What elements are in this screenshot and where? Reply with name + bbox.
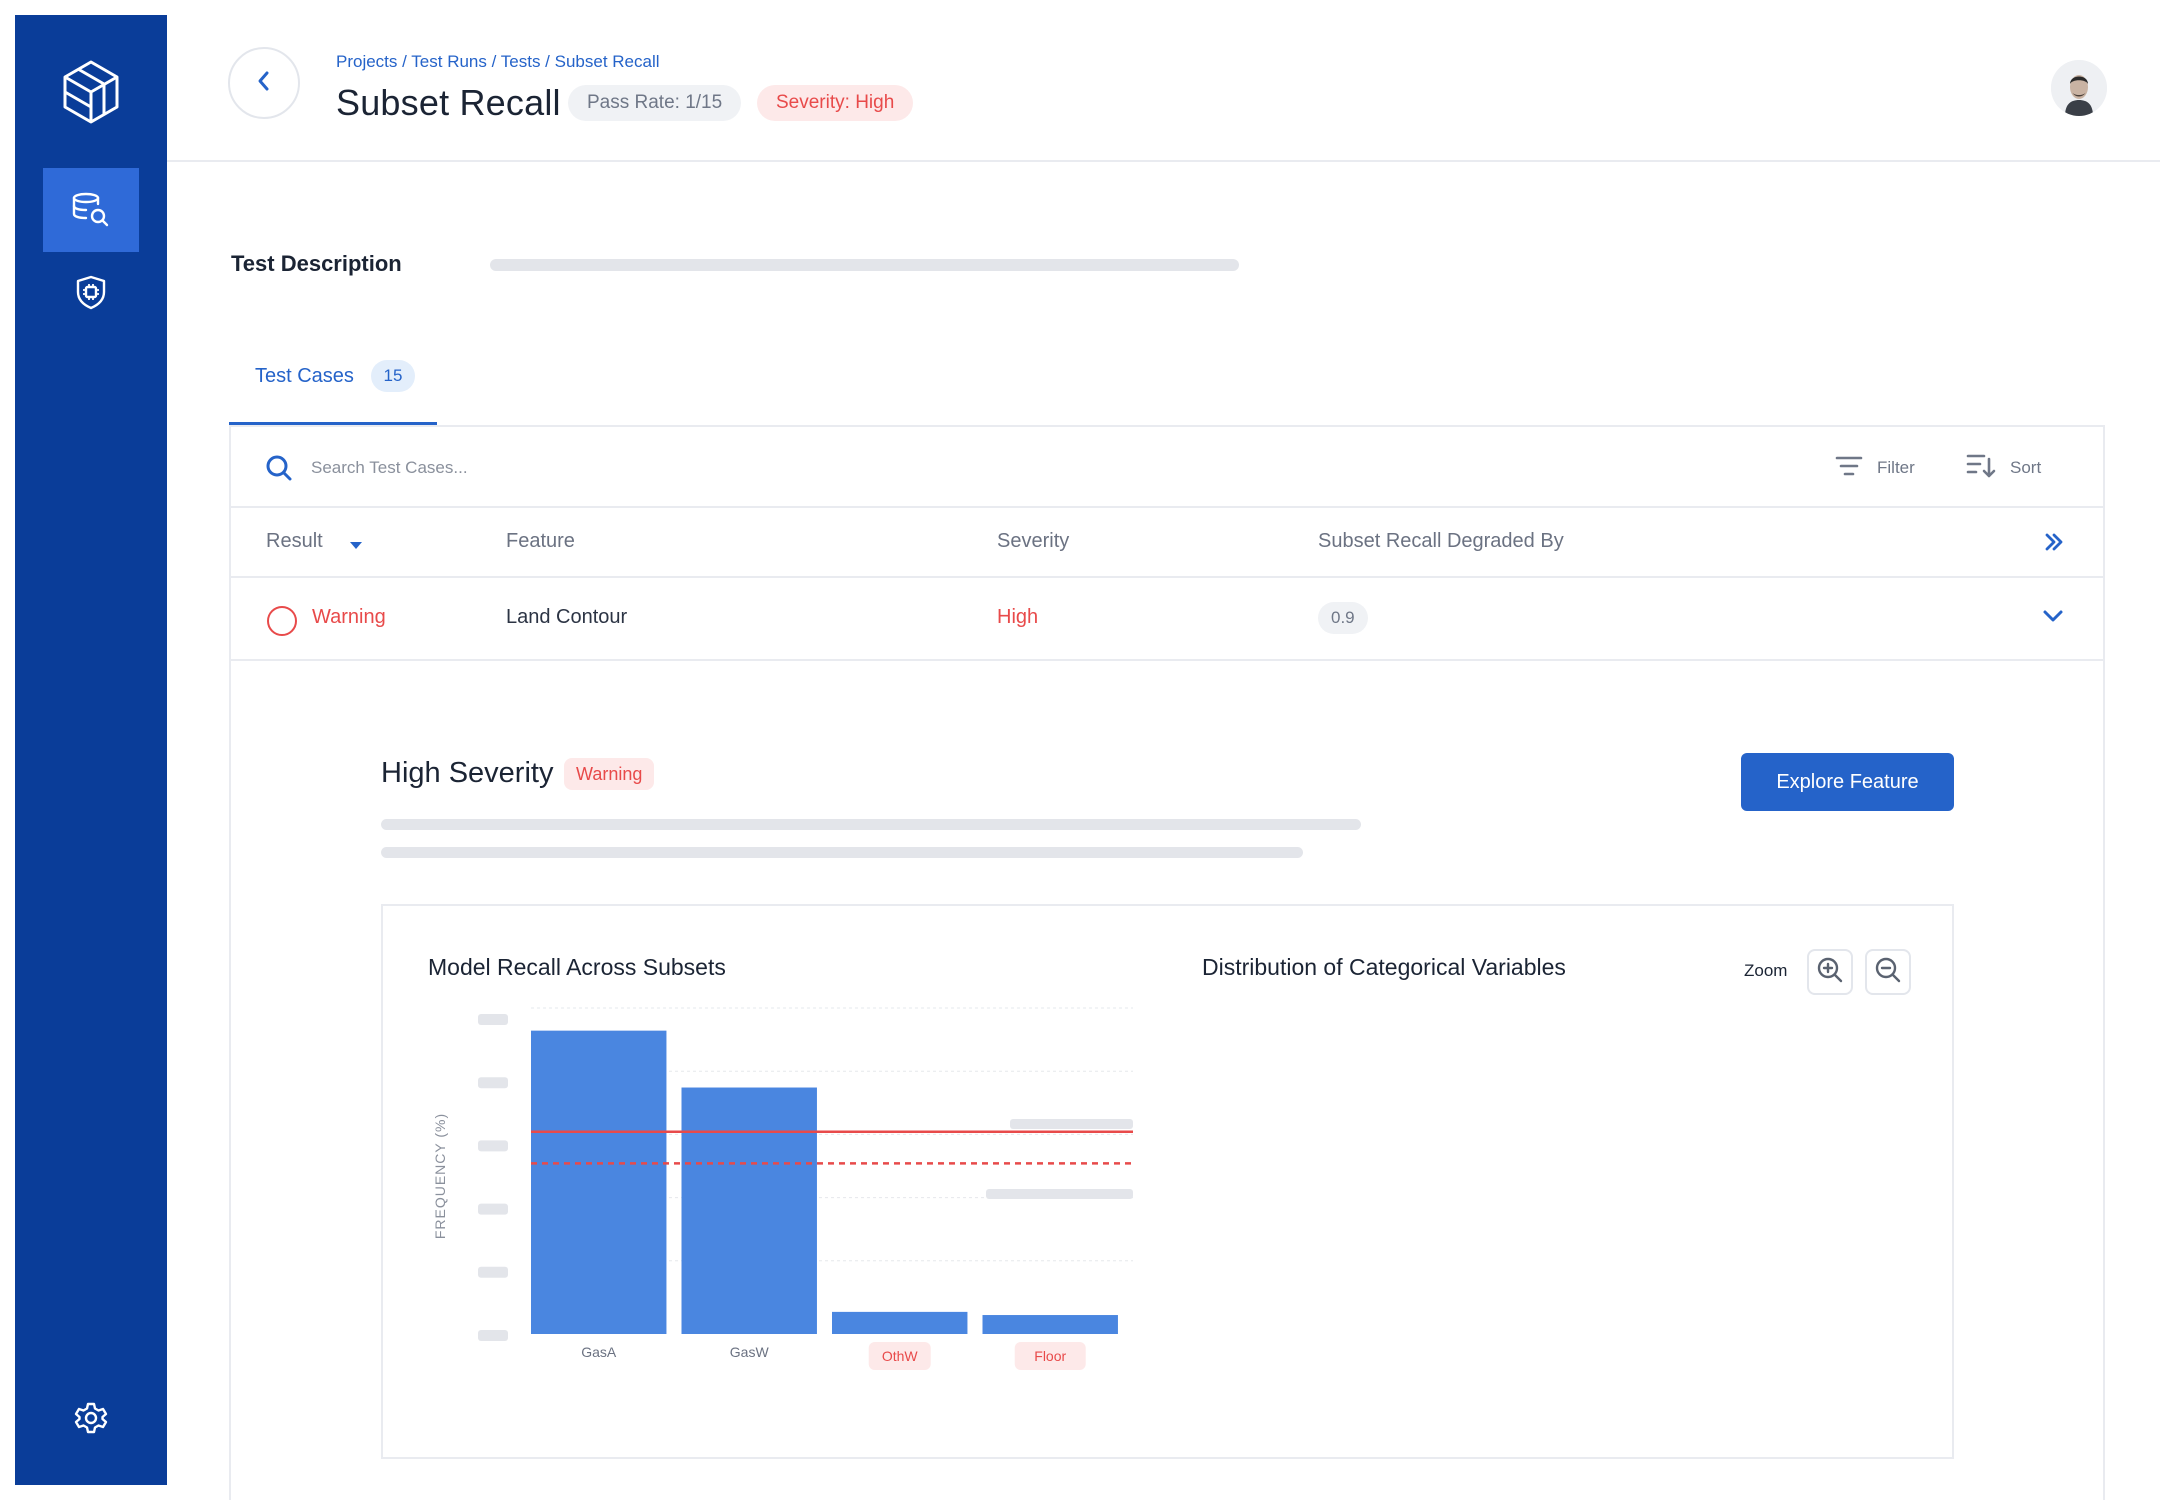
breadcrumb-item-tests[interactable]: Tests [500,52,541,71]
chart-title: Model Recall Across Subsets [428,954,726,980]
zoom-in-icon [1816,956,1844,989]
chart-bar [531,1030,667,1334]
page-header: Projects / Test Runs / Tests / Subset Re… [167,0,2160,162]
y-tick-placeholder [478,1266,508,1278]
search-input[interactable] [311,449,911,487]
x-tick-badge [1014,1342,1086,1370]
y-tick-placeholder [478,1203,508,1215]
row-degraded-by: 0.9 [1318,602,1368,634]
breadcrumb-separator: / [540,52,555,71]
breadcrumb-item-test-runs[interactable]: Test Runs [411,52,487,71]
page-title: Subset Recall [336,82,561,123]
description-placeholder [490,259,1239,271]
pass-rate-badge: Pass Rate: 1/15 [568,85,742,121]
sidebar [15,15,167,1485]
row-severity: High [997,606,1039,628]
test-description-label: Test Description [231,251,402,276]
explore-feature-button[interactable]: Explore Feature [1741,753,1954,811]
column-header-degraded-by[interactable]: Subset Recall Degraded By [1318,530,1564,552]
table-header: Result Feature Severity Subset Recall De… [231,508,2103,578]
detail-text-placeholder [381,847,1303,858]
detail-title: High Severity [381,757,554,789]
settings-button[interactable] [43,1376,139,1460]
zoom-label: Zoom [1744,961,1788,980]
back-button[interactable] [228,47,300,119]
table-toolbar: Filter Sort [231,427,2103,508]
y-tick-placeholder [478,1077,508,1089]
y-tick-placeholder [478,1014,508,1025]
x-tick-badge [868,1342,931,1370]
filter-button[interactable]: Filter [1835,449,1915,487]
chart-bar [681,1087,817,1334]
breadcrumb-item-projects[interactable]: Projects [336,52,398,71]
warning-circle-icon [267,606,297,636]
zoom-out-button[interactable] [1865,949,1911,995]
sidebar-item-tests[interactable] [43,250,139,334]
table-row[interactable]: Warning Land Contour High 0.9 [231,578,2103,661]
zoom-out-icon [1874,956,1902,989]
breadcrumb: Projects / Test Runs / Tests / Subset Re… [336,52,660,72]
y-tick-placeholder [478,1330,508,1341]
shield-chip-icon [74,274,108,310]
breadcrumb-separator: / [397,52,412,71]
legend-placeholder [1010,1119,1133,1129]
chart-bar [982,1315,1118,1334]
avatar[interactable] [2051,60,2107,116]
tab-test-cases[interactable]: Test Cases 15 [229,355,437,425]
sort-button[interactable]: Sort [1966,449,2041,487]
detail-warning-badge: Warning [564,758,655,790]
cube-logo-icon[interactable] [61,59,121,125]
gear-icon [74,1401,108,1435]
column-header-severity[interactable]: Severity [997,530,1070,552]
detail-text-placeholder [381,819,1361,830]
chart-bar [832,1311,968,1334]
y-axis-label: FREQUENCY (%) [432,1113,448,1239]
x-tick-label: OthW [882,1348,919,1364]
filter-label: Filter [1877,458,1915,477]
distribution-title: Distribution of Categorical Variables [1202,954,1566,980]
chevron-left-icon [256,69,272,98]
breadcrumb-separator: / [486,52,501,71]
row-feature: Land Contour [506,606,628,628]
sort-label: Sort [2010,458,2042,477]
chevron-down-icon[interactable] [2042,608,2064,629]
sidebar-item-datasets[interactable] [43,168,139,252]
sort-icon [1966,453,2010,484]
tab-label: Test Cases [255,365,354,387]
recall-bar-chart: FREQUENCY (%) GasA GasW OthW Floor [432,1007,1133,1370]
y-tick-placeholder [478,1140,508,1152]
test-cases-table: Filter Sort Result Feature Severity Subs… [229,425,2105,1500]
x-tick-label: GasW [730,1344,770,1360]
double-chevron-right-icon[interactable] [2042,530,2066,559]
column-header-feature[interactable]: Feature [506,530,575,552]
row-result: Warning [312,606,386,628]
legend-placeholder [986,1189,1133,1199]
filter-icon [1835,455,1877,482]
search-icon [265,454,293,487]
breadcrumb-item-current: Subset Recall [554,52,660,71]
column-header-result[interactable]: Result [266,530,323,552]
severity-badge: Severity: High [757,85,914,121]
x-tick-label: GasA [581,1344,617,1360]
database-search-icon [71,192,111,228]
zoom-in-button[interactable] [1807,949,1853,995]
caret-down-icon[interactable] [348,538,364,556]
tab-count-badge: 15 [371,360,415,392]
x-tick-label: Floor [1034,1348,1066,1364]
chart-card: Model Recall Across Subsets Distribution… [381,904,1954,1459]
